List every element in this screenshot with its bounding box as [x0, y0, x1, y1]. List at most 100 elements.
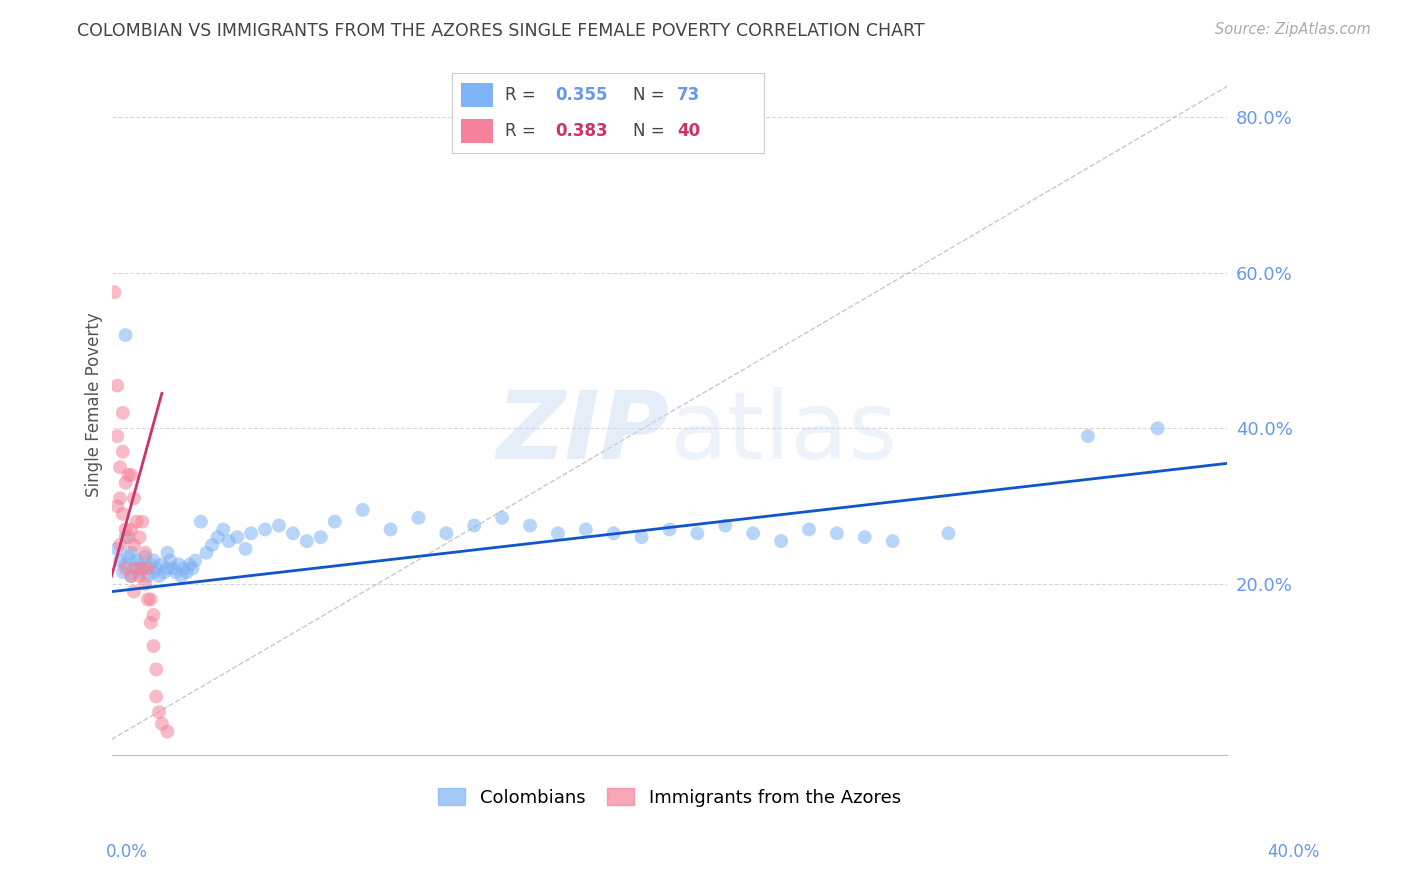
- Point: [309, 530, 332, 544]
- Point: [145, 662, 167, 676]
- Text: ZIP: ZIP: [496, 387, 669, 479]
- Point: [125, 561, 148, 575]
- Point: [156, 546, 179, 560]
- Point: [226, 530, 249, 544]
- Point: [131, 561, 153, 575]
- Legend: Colombians, Immigrants from the Azores: Colombians, Immigrants from the Azores: [429, 779, 910, 816]
- Point: [153, 565, 176, 579]
- Point: [111, 406, 134, 420]
- Point: [142, 565, 165, 579]
- Point: [136, 569, 159, 583]
- Point: [114, 558, 136, 572]
- Point: [111, 507, 134, 521]
- Point: [120, 523, 142, 537]
- Point: [156, 724, 179, 739]
- Point: [128, 569, 150, 583]
- Point: [240, 526, 263, 541]
- Point: [235, 541, 257, 556]
- Point: [170, 569, 193, 583]
- Point: [108, 491, 131, 506]
- Point: [131, 561, 153, 575]
- Point: [686, 526, 709, 541]
- Point: [125, 553, 148, 567]
- Point: [145, 690, 167, 704]
- Point: [120, 546, 142, 560]
- Point: [142, 639, 165, 653]
- Point: [128, 530, 150, 544]
- Point: [134, 546, 156, 560]
- Point: [218, 534, 240, 549]
- Point: [882, 534, 904, 549]
- Point: [128, 565, 150, 579]
- Point: [148, 569, 170, 583]
- Point: [122, 538, 145, 552]
- Point: [323, 515, 346, 529]
- Point: [114, 523, 136, 537]
- Point: [120, 569, 142, 583]
- Point: [105, 429, 128, 443]
- Point: [108, 553, 131, 567]
- Point: [281, 526, 304, 541]
- Point: [114, 561, 136, 575]
- Point: [212, 523, 235, 537]
- Point: [136, 592, 159, 607]
- Point: [1146, 421, 1168, 435]
- Point: [167, 558, 190, 572]
- Point: [797, 523, 820, 537]
- Point: [254, 523, 277, 537]
- Point: [714, 518, 737, 533]
- Point: [114, 530, 136, 544]
- Point: [165, 565, 187, 579]
- Point: [128, 558, 150, 572]
- Point: [117, 549, 139, 564]
- Point: [125, 515, 148, 529]
- Point: [139, 592, 162, 607]
- Point: [630, 530, 652, 544]
- Text: COLOMBIAN VS IMMIGRANTS FROM THE AZORES SINGLE FEMALE POVERTY CORRELATION CHART: COLOMBIAN VS IMMIGRANTS FROM THE AZORES …: [77, 22, 925, 40]
- Point: [117, 530, 139, 544]
- Point: [434, 526, 457, 541]
- Point: [547, 526, 569, 541]
- Y-axis label: Single Female Poverty: Single Female Poverty: [86, 313, 103, 498]
- Point: [184, 553, 207, 567]
- Point: [770, 534, 793, 549]
- Point: [105, 541, 128, 556]
- Point: [190, 515, 212, 529]
- Point: [207, 530, 229, 544]
- Point: [267, 518, 290, 533]
- Point: [103, 285, 125, 300]
- Point: [162, 561, 184, 575]
- Point: [201, 538, 224, 552]
- Point: [108, 460, 131, 475]
- Point: [408, 510, 430, 524]
- Point: [352, 503, 374, 517]
- Point: [658, 523, 681, 537]
- Point: [1077, 429, 1099, 443]
- Point: [853, 530, 876, 544]
- Text: 0.0%: 0.0%: [105, 843, 148, 861]
- Point: [825, 526, 848, 541]
- Point: [575, 523, 598, 537]
- Point: [122, 491, 145, 506]
- Point: [134, 577, 156, 591]
- Point: [120, 468, 142, 483]
- Point: [156, 561, 179, 575]
- Point: [105, 378, 128, 392]
- Text: Source: ZipAtlas.com: Source: ZipAtlas.com: [1215, 22, 1371, 37]
- Point: [159, 553, 181, 567]
- Point: [176, 565, 198, 579]
- Point: [742, 526, 765, 541]
- Point: [122, 561, 145, 575]
- Point: [117, 468, 139, 483]
- Point: [111, 444, 134, 458]
- Point: [114, 328, 136, 343]
- Point: [139, 615, 162, 630]
- Point: [295, 534, 318, 549]
- Point: [136, 561, 159, 575]
- Point: [131, 515, 153, 529]
- Point: [120, 569, 142, 583]
- Point: [181, 561, 204, 575]
- Text: atlas: atlas: [669, 387, 898, 479]
- Point: [122, 584, 145, 599]
- Point: [519, 518, 541, 533]
